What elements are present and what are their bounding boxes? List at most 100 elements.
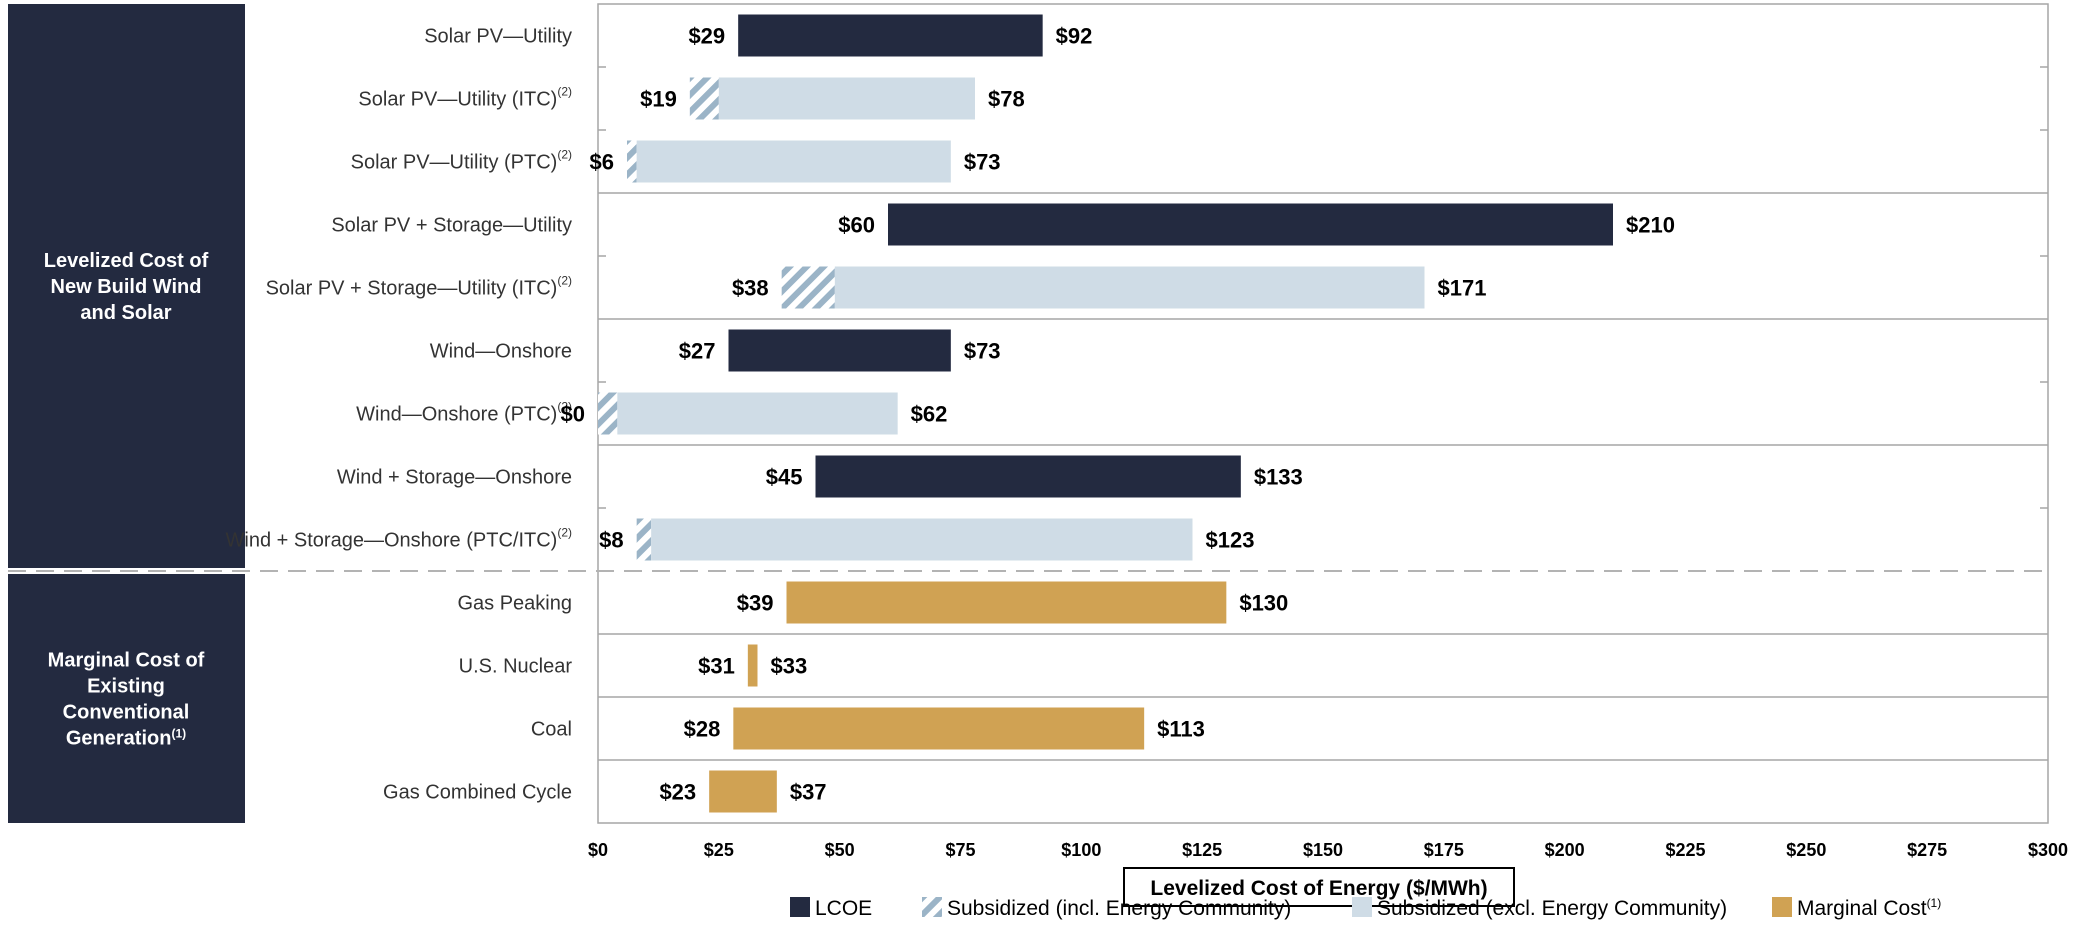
high-value-label: $123	[1206, 528, 1255, 553]
section-title-line: New Build Wind	[51, 276, 202, 298]
category-label: Wind—Onshore	[430, 341, 572, 363]
low-value-label: $27	[679, 339, 716, 364]
category-label: Solar PV + Storage—Utility	[331, 215, 572, 237]
bar-lcoe	[888, 203, 1613, 246]
high-value-label: $171	[1438, 276, 1487, 301]
legend-swatch-subsidized	[1352, 897, 1372, 917]
high-value-label: $130	[1239, 591, 1288, 616]
category-superscript: (2)	[557, 274, 572, 288]
category-label: Gas Peaking	[457, 593, 572, 615]
x-tick-label: $0	[588, 840, 608, 860]
legend: LCOE Subsidized (incl. Energy Community) S…	[790, 896, 1941, 920]
category-label: Wind—Onshore (PTC)(2)	[356, 400, 572, 426]
category-superscript: (2)	[557, 526, 572, 540]
category-label: U.S. Nuclear	[459, 656, 573, 678]
x-tick-label: $175	[1424, 840, 1464, 860]
plot-frame	[8, 3, 2049, 824]
low-value-label: $0	[561, 402, 585, 427]
legend-swatch-marginal	[1772, 897, 1792, 917]
section-title-line: Existing	[87, 676, 165, 698]
low-value-label: $19	[640, 87, 677, 112]
category-label: Wind + Storage—Onshore (PTC/ITC)(2)	[226, 526, 572, 552]
high-value-label: $37	[790, 780, 827, 805]
low-value-label: $60	[838, 213, 875, 238]
bar-hatched-segment	[598, 392, 618, 435]
high-value-label: $33	[771, 654, 808, 679]
bar-subsidized-segment	[636, 140, 951, 183]
section-title-line: Marginal Cost of	[48, 650, 205, 672]
low-value-label: $23	[659, 780, 696, 805]
low-value-label: $38	[732, 276, 769, 301]
bar-lcoe	[728, 329, 951, 372]
legend-superscript: (1)	[1927, 896, 1942, 910]
bar-hatched-segment	[689, 77, 719, 120]
low-value-label: $31	[698, 654, 735, 679]
bar-lcoe	[815, 455, 1241, 498]
bar-hatched-segment	[636, 518, 652, 561]
high-value-label: $78	[988, 87, 1025, 112]
low-value-label: $6	[590, 150, 614, 175]
x-axis-title-box	[1123, 867, 1515, 907]
high-value-label: $92	[1056, 24, 1093, 49]
x-tick-label: $50	[825, 840, 855, 860]
low-value-label: $28	[684, 717, 721, 742]
bar-subsidized-segment	[718, 77, 975, 120]
section-title-line: Generation(1)	[66, 727, 186, 750]
high-value-label: $62	[911, 402, 948, 427]
legend-label: Marginal Cost(1)	[1797, 896, 1941, 920]
category-label: Solar PV—Utility (ITC)(2)	[358, 85, 572, 111]
category-label: Gas Combined Cycle	[383, 782, 572, 804]
category-label: Solar PV—Utility	[424, 26, 572, 48]
x-axis-ticks: $0 $25 $50 $75 $100 $125 $150 $175 $200 $225 $250 $…	[588, 840, 2068, 860]
section-title-line: Conventional	[63, 702, 190, 724]
bar-hatched-segment	[627, 140, 637, 183]
bar-marginal	[709, 770, 777, 813]
x-tick-label: $125	[1182, 840, 1222, 860]
high-value-label: $210	[1626, 213, 1675, 238]
section-panel-0	[8, 4, 245, 568]
x-tick-label: $75	[945, 840, 975, 860]
x-tick-label: $25	[704, 840, 734, 860]
low-value-label: $29	[688, 24, 725, 49]
x-tick-label: $250	[1786, 840, 1826, 860]
chart-rows: Solar PV—Utility $29 $92 Solar PV—Utility (…	[226, 14, 1675, 813]
x-tick-label: $150	[1303, 840, 1343, 860]
legend-swatch-hatch	[922, 897, 942, 917]
bar-marginal	[747, 644, 758, 687]
category-label: Coal	[531, 719, 572, 741]
x-tick-label: $100	[1061, 840, 1101, 860]
section-superscript: (1)	[171, 727, 186, 741]
category-superscript: (2)	[557, 400, 572, 414]
low-value-label: $39	[737, 591, 774, 616]
x-tick-label: $225	[1665, 840, 1705, 860]
x-tick-label: $200	[1545, 840, 1585, 860]
category-superscript: (2)	[557, 148, 572, 162]
x-axis-title-group: Levelized Cost of Energy ($/MWh)	[1123, 867, 1515, 907]
category-superscript: (2)	[557, 85, 572, 99]
bar-marginal	[733, 707, 1145, 750]
high-value-label: $73	[964, 150, 1001, 175]
section-panels: Levelized Cost of New Build Wind and Solar…	[8, 4, 245, 823]
legend-label: Subsidized (incl. Energy Community)	[947, 897, 1291, 920]
bar-lcoe	[738, 14, 1043, 57]
x-tick-label: $275	[1907, 840, 1947, 860]
section-title-line: and Solar	[80, 302, 171, 324]
low-value-label: $8	[599, 528, 623, 553]
bar-marginal	[786, 581, 1227, 624]
section-panel-1	[8, 574, 245, 823]
category-label: Solar PV—Utility (PTC)(2)	[351, 148, 572, 174]
category-label: Wind + Storage—Onshore	[337, 467, 572, 489]
legend-label: Subsidized (excl. Energy Community)	[1377, 897, 1727, 920]
bar-subsidized-segment	[617, 392, 898, 435]
low-value-label: $45	[766, 465, 803, 490]
x-tick-label: $300	[2028, 840, 2068, 860]
bar-subsidized-segment	[834, 266, 1425, 309]
legend-swatch-lcoe	[790, 897, 810, 917]
high-value-label: $113	[1157, 717, 1205, 742]
high-value-label: $133	[1254, 465, 1303, 490]
high-value-label: $73	[964, 339, 1001, 364]
category-label: Solar PV + Storage—Utility (ITC)(2)	[266, 274, 572, 300]
bar-hatched-segment	[781, 266, 835, 309]
bar-subsidized-segment	[651, 518, 1193, 561]
